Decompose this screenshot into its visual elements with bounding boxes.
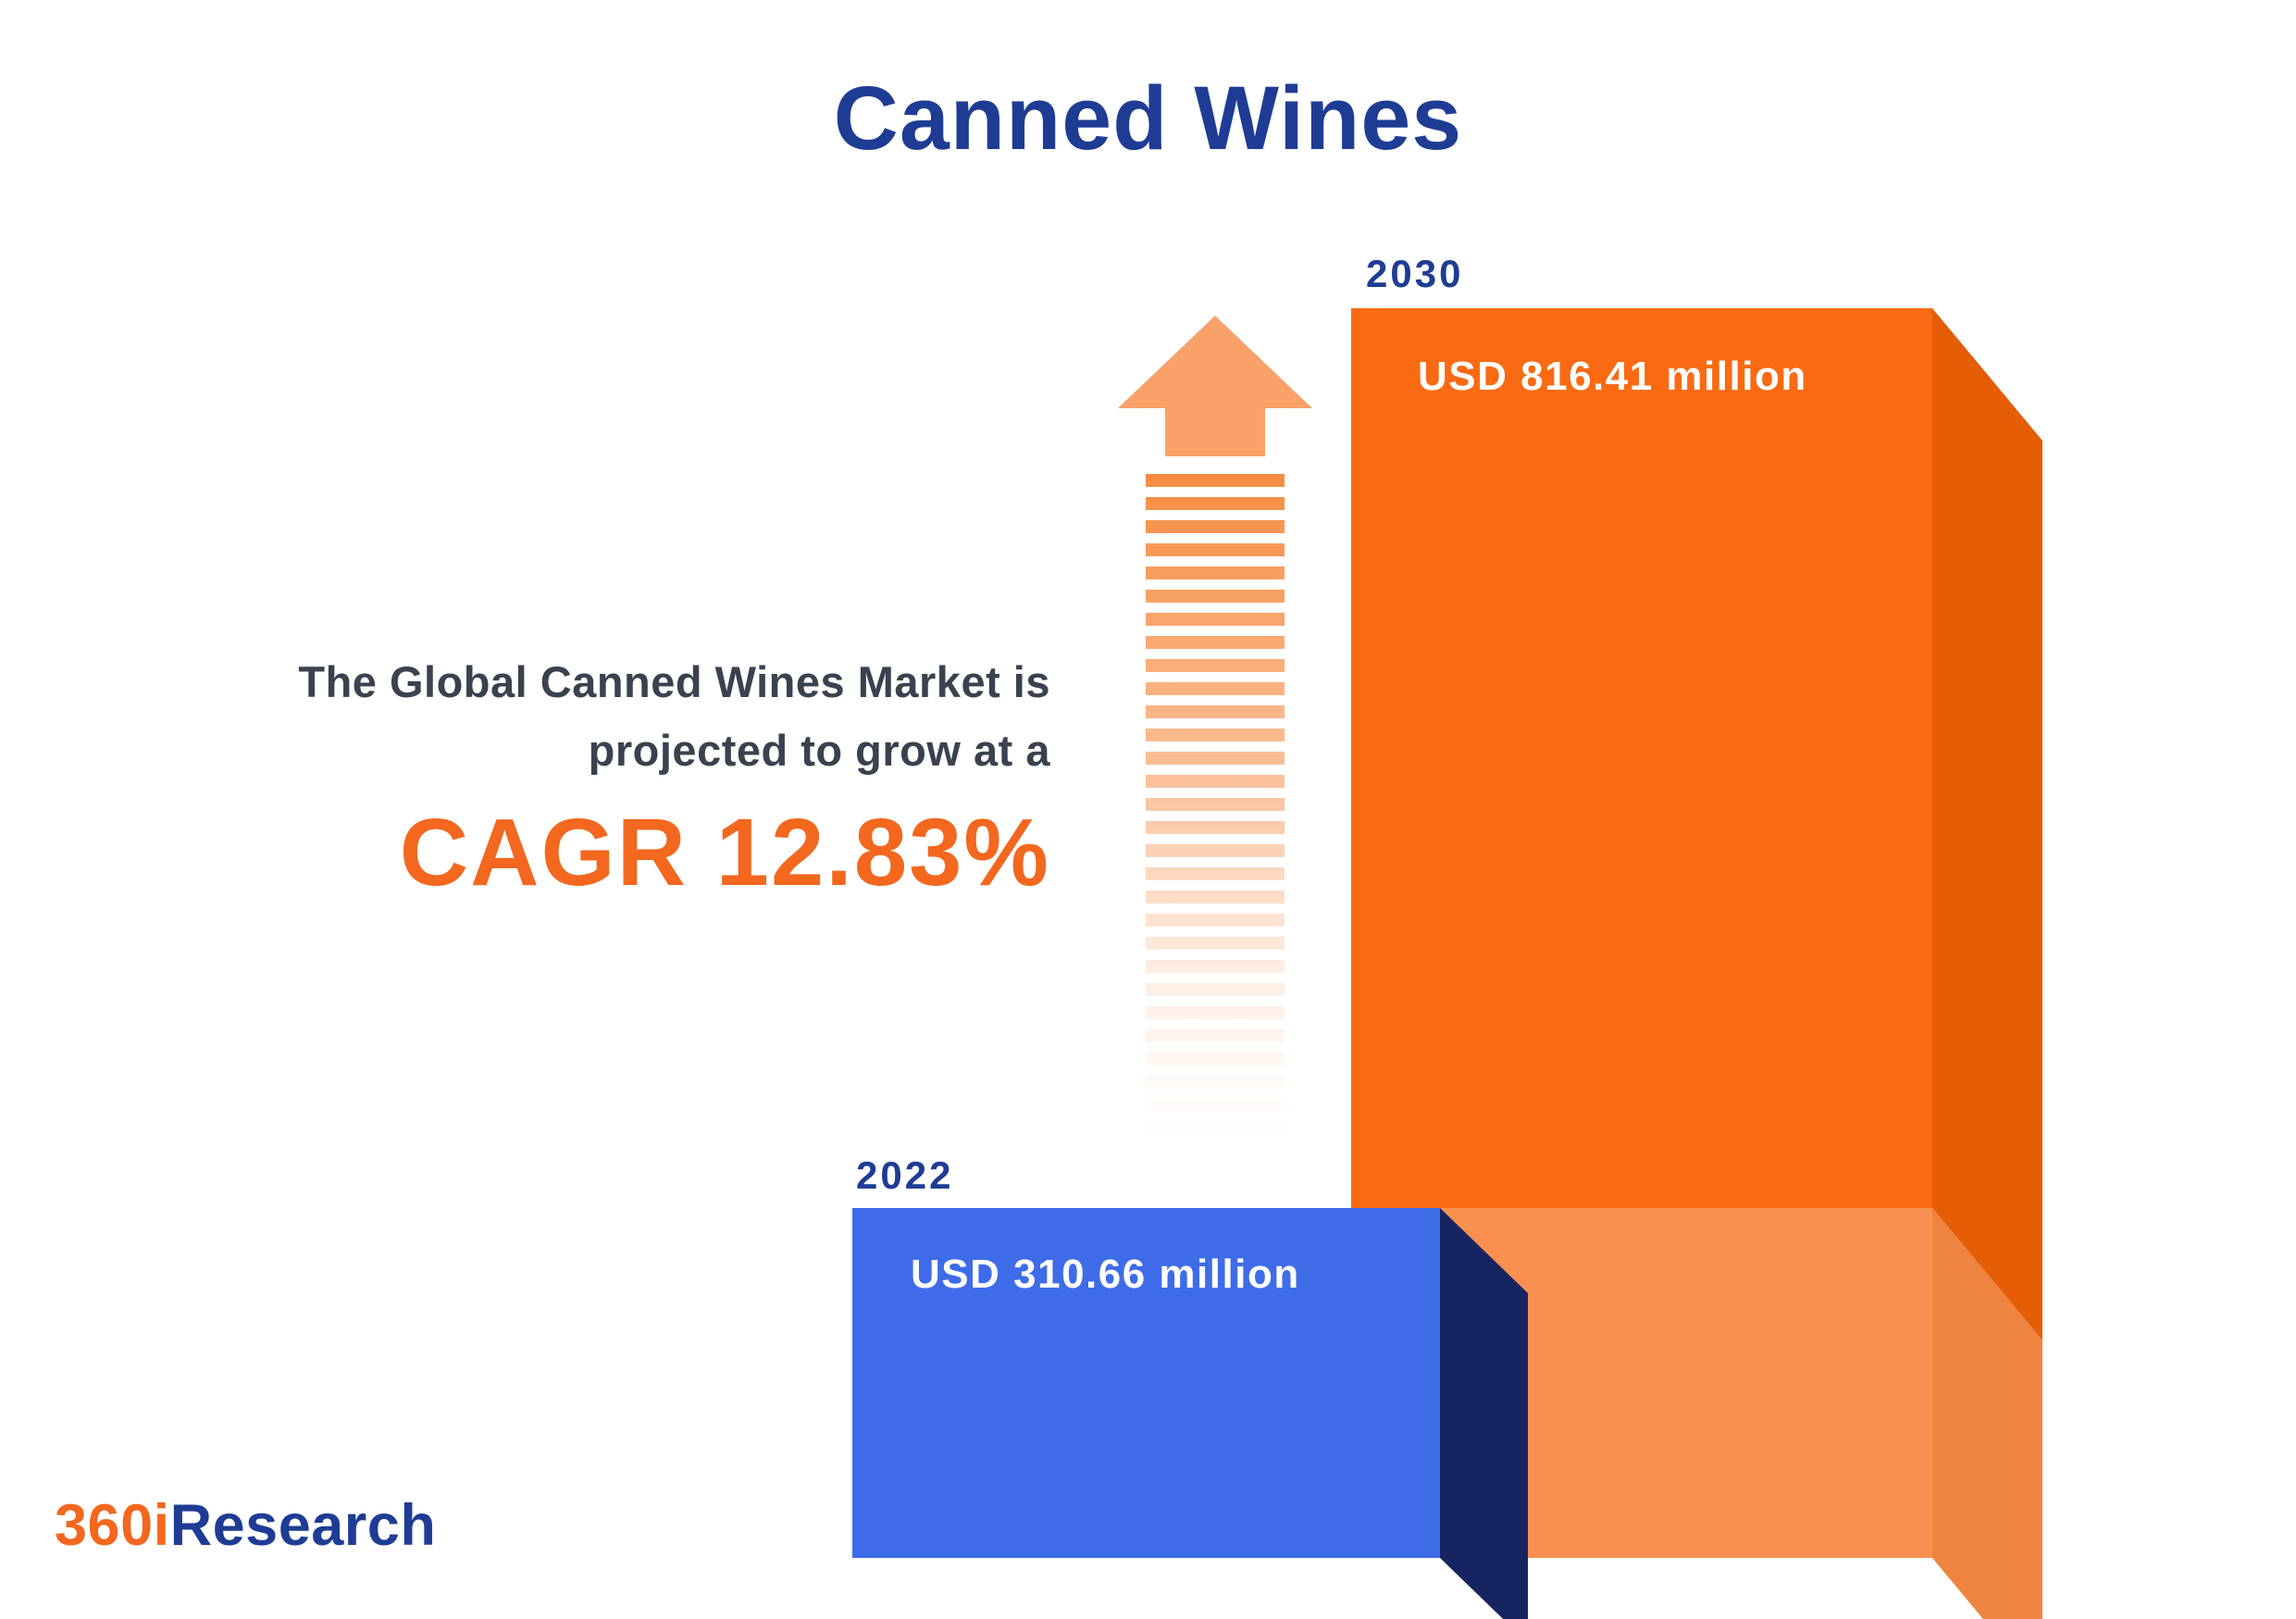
arrow-head-icon [1118, 316, 1312, 408]
bar-2022-front [852, 1208, 1440, 1558]
page-title: Canned Wines [833, 68, 1463, 168]
brand-logo-prefix: 360i [55, 1493, 170, 1558]
arrow-stem-icon [1165, 408, 1265, 456]
value-label-2022: USD 310.66 million [911, 1252, 1300, 1297]
year-label-2030: 2030 [1366, 252, 1464, 295]
tagline-block: The Global Canned Wines Market is projec… [93, 648, 1050, 907]
bar-2030-front [1351, 308, 1932, 1208]
brand-logo: 360iResearch [55, 1492, 436, 1559]
brand-logo-suffix: Research [169, 1493, 437, 1558]
growth-arrow-icon [1118, 316, 1312, 1136]
bar-2030-side [1932, 308, 2042, 1340]
tagline-line-2: projected to grow at a [588, 726, 1050, 775]
cagr-highlight: CAGR 12.83% [399, 799, 1050, 905]
year-label-2022: 2022 [856, 1153, 954, 1197]
bar-2030-side-light [1932, 1208, 2042, 1619]
tagline-line-1: The Global Canned Wines Market is [298, 657, 1050, 706]
bar-2022-side [1440, 1208, 1528, 1619]
arrow-stripes-icon [1146, 474, 1285, 1136]
value-label-2030: USD 816.41 million [1418, 354, 1807, 399]
